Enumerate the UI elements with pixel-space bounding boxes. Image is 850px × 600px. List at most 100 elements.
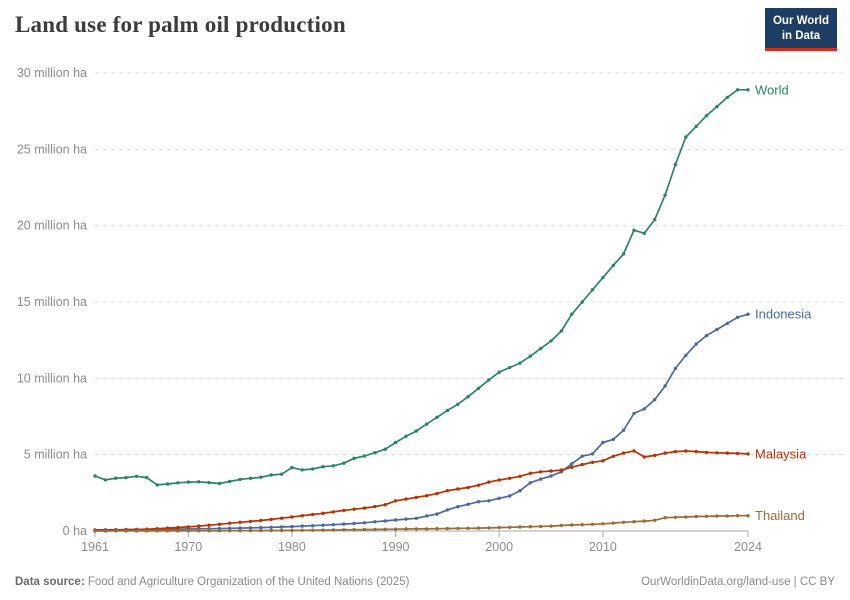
data-point-world-1995[interactable] xyxy=(445,408,450,413)
data-point-malaysia-2024[interactable] xyxy=(746,452,750,456)
series-line-malaysia[interactable] xyxy=(94,450,749,531)
data-point-thailand-1995[interactable] xyxy=(445,526,450,531)
data-point-thailand-1981[interactable] xyxy=(300,528,304,532)
data-point-indonesia-2001[interactable] xyxy=(507,494,512,498)
data-point-malaysia-1968[interactable] xyxy=(165,526,170,530)
owid-logo[interactable]: Our World in Data xyxy=(764,8,837,51)
data-point-malaysia-2010[interactable] xyxy=(601,459,605,463)
data-point-thailand-1993[interactable] xyxy=(425,527,429,531)
data-point-indonesia-1993[interactable] xyxy=(425,514,429,518)
data-point-malaysia-1969[interactable] xyxy=(176,525,180,530)
data-point-thailand-1983[interactable] xyxy=(321,528,325,532)
data-point-world-2002[interactable] xyxy=(518,361,522,365)
data-point-thailand-2002[interactable] xyxy=(518,525,522,529)
data-point-thailand-1982[interactable] xyxy=(311,528,315,532)
data-point-thailand-1987[interactable] xyxy=(362,527,367,532)
data-point-thailand-2001[interactable] xyxy=(507,525,512,529)
data-point-malaysia-1981[interactable] xyxy=(300,514,304,518)
data-point-thailand-2010[interactable] xyxy=(601,522,605,526)
data-point-indonesia-1974[interactable] xyxy=(228,526,232,530)
data-point-world-2006[interactable] xyxy=(559,329,564,333)
data-point-thailand-2016[interactable] xyxy=(663,516,667,520)
data-point-thailand-2003[interactable] xyxy=(528,525,532,529)
data-point-indonesia-2010[interactable] xyxy=(601,440,605,445)
data-point-thailand-1975[interactable] xyxy=(238,529,242,533)
data-point-thailand-1980[interactable] xyxy=(290,528,294,533)
data-point-indonesia-1991[interactable] xyxy=(404,517,408,521)
data-point-indonesia-1994[interactable] xyxy=(435,512,439,516)
data-point-world-2009[interactable] xyxy=(590,288,595,292)
data-point-world-1974[interactable] xyxy=(228,479,232,484)
data-point-thailand-1969[interactable] xyxy=(176,529,180,533)
data-point-indonesia-1984[interactable] xyxy=(331,523,336,527)
data-point-thailand-1977[interactable] xyxy=(259,528,263,533)
data-point-world-1994[interactable] xyxy=(435,415,439,419)
series-world[interactable]: World xyxy=(93,82,789,487)
data-point-world-1998[interactable] xyxy=(476,386,481,390)
data-point-indonesia-2009[interactable] xyxy=(590,452,595,456)
data-point-thailand-2006[interactable] xyxy=(559,523,564,528)
data-point-malaysia-1989[interactable] xyxy=(383,503,387,507)
data-point-world-1975[interactable] xyxy=(238,477,242,482)
data-point-world-1986[interactable] xyxy=(352,456,356,460)
data-point-world-1973[interactable] xyxy=(217,481,222,486)
data-point-thailand-1997[interactable] xyxy=(466,526,470,530)
data-point-thailand-2007[interactable] xyxy=(570,523,574,527)
data-point-malaysia-2015[interactable] xyxy=(653,453,657,458)
data-point-thailand-1971[interactable] xyxy=(197,529,201,533)
data-point-thailand-2022[interactable] xyxy=(725,514,729,518)
series-line-thailand[interactable] xyxy=(95,514,748,532)
series-line-world[interactable] xyxy=(94,88,748,486)
data-point-world-2018[interactable] xyxy=(684,135,688,139)
data-point-indonesia-1998[interactable] xyxy=(476,500,481,504)
data-point-malaysia-1995[interactable] xyxy=(445,489,450,493)
data-point-malaysia-1996[interactable] xyxy=(456,487,460,491)
data-point-indonesia-1982[interactable] xyxy=(311,524,315,528)
data-point-world-2000[interactable] xyxy=(497,370,501,374)
data-point-indonesia-2011[interactable] xyxy=(611,437,615,442)
series-thailand[interactable]: Thailand xyxy=(93,508,805,533)
data-point-thailand-1976[interactable] xyxy=(248,528,253,533)
data-point-thailand-2004[interactable] xyxy=(539,524,543,529)
data-point-malaysia-2016[interactable] xyxy=(663,451,667,455)
data-point-thailand-1996[interactable] xyxy=(456,526,460,531)
data-point-indonesia-2007[interactable] xyxy=(570,462,574,466)
data-point-world-1976[interactable] xyxy=(248,476,253,480)
data-point-thailand-1974[interactable] xyxy=(228,529,232,533)
data-point-indonesia-2014[interactable] xyxy=(642,407,646,411)
data-point-indonesia-2013[interactable] xyxy=(632,411,636,416)
data-point-world-2008[interactable] xyxy=(580,300,584,304)
data-point-world-2024[interactable] xyxy=(746,88,750,92)
data-point-indonesia-2012[interactable] xyxy=(621,428,626,432)
data-point-thailand-2020[interactable] xyxy=(704,514,709,518)
data-point-malaysia-1997[interactable] xyxy=(466,485,470,490)
data-point-thailand-1990[interactable] xyxy=(393,527,398,531)
data-point-malaysia-1998[interactable] xyxy=(476,483,481,487)
data-point-indonesia-1979[interactable] xyxy=(279,525,284,529)
data-point-malaysia-2023[interactable] xyxy=(735,451,740,456)
data-point-world-1964[interactable] xyxy=(124,475,128,480)
data-point-world-1992[interactable] xyxy=(414,429,418,433)
data-point-malaysia-1976[interactable] xyxy=(248,519,253,524)
data-point-thailand-1968[interactable] xyxy=(165,529,170,533)
data-point-indonesia-1990[interactable] xyxy=(393,518,398,522)
data-point-thailand-1965[interactable] xyxy=(134,529,139,533)
data-point-thailand-2024[interactable] xyxy=(746,514,750,518)
data-point-indonesia-1978[interactable] xyxy=(269,525,273,529)
data-point-thailand-2014[interactable] xyxy=(642,519,646,523)
data-point-world-2001[interactable] xyxy=(507,365,512,370)
data-point-world-1990[interactable] xyxy=(393,440,398,445)
series-line-indonesia[interactable] xyxy=(95,313,749,531)
data-point-indonesia-2016[interactable] xyxy=(663,384,667,388)
data-point-indonesia-1986[interactable] xyxy=(352,521,356,526)
data-point-indonesia-1983[interactable] xyxy=(321,523,325,527)
data-point-thailand-1961[interactable] xyxy=(93,529,97,533)
data-point-world-1997[interactable] xyxy=(466,395,470,399)
data-point-world-1996[interactable] xyxy=(456,402,460,406)
data-point-indonesia-2017[interactable] xyxy=(673,366,678,371)
data-point-malaysia-1974[interactable] xyxy=(228,521,232,525)
data-point-thailand-1970[interactable] xyxy=(186,529,190,533)
data-point-world-2020[interactable] xyxy=(704,114,709,118)
data-point-indonesia-1975[interactable] xyxy=(238,526,242,530)
data-point-indonesia-1996[interactable] xyxy=(456,505,460,509)
